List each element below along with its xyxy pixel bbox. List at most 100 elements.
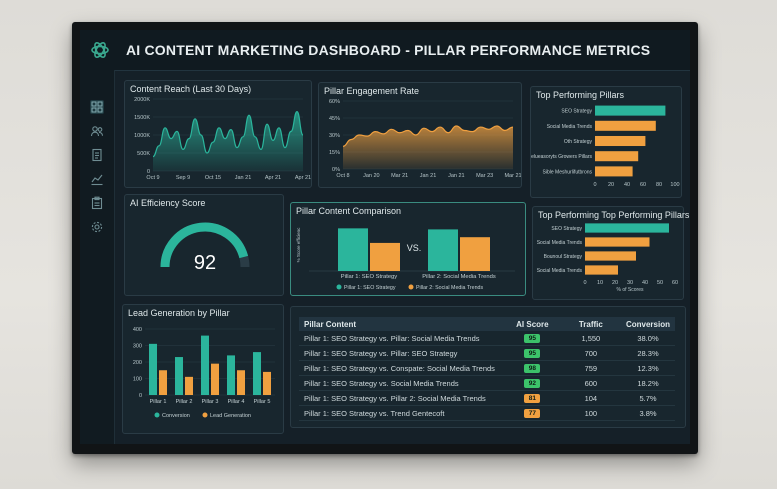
reach-area: [153, 111, 303, 171]
header-pillar-content[interactable]: Pillar Content: [299, 317, 505, 331]
engagement-line: [342, 125, 514, 147]
top-pillars-2-x-label: % of Scores: [617, 287, 644, 293]
table-row[interactable]: Pillar 1: SEO Strategy vs. Pillar: SEO S…: [299, 345, 675, 361]
engagement-title: Pillar Engagement Rate: [324, 86, 420, 96]
lead-gen-category-label: Pillar 4: [228, 399, 245, 405]
lead-gen-y-tick: 200: [133, 360, 142, 366]
top-pillars-2-x-tick: 0: [583, 280, 586, 286]
top-pillars-chart: SEO Strategy Social Media Trends Oth Strat…: [531, 105, 680, 188]
top-pillars-x-tick: 100: [670, 182, 679, 188]
top-pillars-x-tick: 0: [593, 182, 596, 188]
comparison-legend-label: Pillar 2: Social Media Trends: [416, 285, 483, 291]
lead-gen-y-tick: 100: [133, 377, 142, 383]
header-ai-score[interactable]: AI Score: [504, 317, 561, 331]
ai-score-badge: 81: [524, 394, 541, 403]
cell-traffic: 759: [560, 360, 621, 376]
grid-icon[interactable]: [90, 100, 104, 114]
lead-gen-bar: [159, 370, 167, 395]
top-pillars-2-bar: [585, 223, 669, 233]
cell-ai-score: 95: [504, 345, 561, 361]
lead-gen-y-tick: 400: [133, 327, 142, 333]
cell-pillar-content: Pillar 1: SEO Strategy vs. Trend Genteco…: [299, 405, 505, 421]
table-row[interactable]: Pillar 1: SEO Strategy vs. Pillar 2: Soc…: [299, 390, 675, 406]
reach-y-tick: 500K: [137, 151, 150, 157]
top-pillars-2-category-label: Social Media Trends: [537, 240, 583, 246]
comparison-bar: [460, 237, 490, 271]
cell-conversion: 38.0%: [620, 331, 675, 346]
top-pillars-category-label: Relueasoryts Growers Pillars: [531, 154, 592, 160]
lead-gen-category-label: Pillar 2: [176, 399, 193, 405]
cell-pillar-content: Pillar 1: SEO Strategy vs. Pillar: Socia…: [299, 331, 505, 346]
engagement-chart: 0% 15% 30% 45% 60% Oct 8 Jan 20 Mar 21 Jan 21 Jan…: [329, 99, 521, 179]
cell-ai-score: 95: [504, 331, 561, 346]
table-row[interactable]: Pillar 1: SEO Strategy vs. Conspate: Soc…: [299, 360, 675, 376]
top-pillars-title: Top Performing Pillars: [536, 90, 625, 100]
top-pillars-2-category-label: SEO Strategy: [551, 226, 582, 232]
title-bar: AI CONTENT MARKETING DASHBOARD - PILLAR …: [80, 30, 690, 71]
comparison-legend-swatch: [408, 284, 414, 290]
reach-x-tick: Jan 21: [235, 175, 252, 181]
lead-gen-legend-swatch: [202, 412, 208, 418]
engagement-panel: Pillar Engagement Rate 0% 15% 30% 45% 60% Oct…: [318, 82, 522, 188]
document-icon[interactable]: [90, 148, 104, 162]
top-pillars-2-x-tick: 30: [627, 280, 633, 286]
reach-x-tick: Oct 9: [146, 175, 159, 181]
engagement-y-tick: 45%: [329, 116, 340, 122]
cell-ai-score: 77: [504, 405, 561, 421]
lead-gen-bar: [253, 352, 261, 395]
reach-x-tick: Sep 9: [176, 175, 190, 181]
cell-traffic: 104: [560, 390, 621, 406]
top-pillars-2-x-tick: 50: [657, 280, 663, 286]
engagement-x-tick: Mar 21: [504, 173, 521, 179]
sidebar: [80, 70, 115, 444]
top-pillars-2-x-tick: 10: [597, 280, 603, 286]
cell-ai-score: 98: [504, 360, 561, 376]
lead-gen-bar: [175, 357, 183, 395]
top-pillars-panel: Top Performing Pillars SEO Strategy Socia…: [530, 86, 682, 198]
clipboard-icon[interactable]: [90, 196, 104, 210]
gear-icon[interactable]: [90, 220, 104, 234]
top-pillars-2-title: Top Performing Top Performing Pillars: [538, 210, 690, 220]
table-header-row: Pillar Content AI Score Traffic Conversi…: [299, 317, 675, 331]
reach-x-tick: Oct 15: [205, 175, 221, 181]
header-traffic[interactable]: Traffic: [560, 317, 621, 331]
users-icon[interactable]: [90, 124, 104, 138]
table-row[interactable]: Pillar 1: SEO Strategy vs. Social Media …: [299, 375, 675, 391]
comparison-bar: [338, 228, 368, 271]
lead-gen-bar: [201, 335, 209, 395]
top-pillars-2-chart: SEO Strategy Social Media Trends Bounoul S…: [537, 223, 678, 293]
tv-frame: AI CONTENT MARKETING DASHBOARD - PILLAR …: [72, 22, 698, 454]
engagement-x-tick: Mar 21: [391, 173, 408, 179]
comparison-legend-swatch: [336, 284, 342, 290]
lead-gen-category-label: Pillar 1: [150, 399, 167, 405]
engagement-x-tick: Jan 20: [363, 173, 380, 179]
top-pillars-x-tick: 80: [656, 182, 662, 188]
top-pillars-bar: [595, 151, 639, 162]
table-row[interactable]: Pillar 1: SEO Strategy vs. Pillar: Socia…: [299, 331, 675, 346]
cell-pillar-content: Pillar 1: SEO Strategy vs. Conspate: Soc…: [299, 360, 505, 376]
efficiency-panel: AI Efficiency Score 92: [124, 194, 284, 296]
top-pillars-2-x-tick: 60: [672, 280, 678, 286]
ai-score-badge: 95: [524, 349, 541, 358]
cell-conversion: 5.7%: [620, 390, 675, 406]
ai-score-badge: 92: [524, 379, 541, 388]
top-pillars-2-x-tick: 20: [612, 280, 618, 286]
cell-conversion: 12.3%: [620, 360, 675, 376]
lead-gen-bar: [227, 355, 235, 395]
reach-x-tick: Apr 21: [295, 175, 311, 181]
lead-gen-bar: [263, 371, 271, 395]
top-pillars-category-label: SEO Strategy: [561, 109, 592, 115]
efficiency-gauge: 92: [160, 222, 250, 274]
header-conversion[interactable]: Conversion: [620, 317, 675, 331]
lead-gen-category-label: Pillar 5: [254, 399, 271, 405]
cell-pillar-content: Pillar 1: SEO Strategy vs. Pillar 2: Soc…: [299, 390, 505, 406]
cell-ai-score: 81: [504, 390, 561, 406]
openai-knot-icon: [91, 42, 109, 58]
reach-x-tick: Apr 21: [265, 175, 281, 181]
lead-gen-bar: [211, 363, 219, 395]
line-chart-icon[interactable]: [90, 172, 104, 186]
table-row[interactable]: Pillar 1: SEO Strategy vs. Trend Genteco…: [299, 405, 675, 421]
engagement-area: [343, 125, 513, 169]
dashboard-screen: AI CONTENT MARKETING DASHBOARD - PILLAR …: [80, 30, 690, 444]
lead-gen-title: Lead Generation by Pillar: [128, 308, 230, 318]
